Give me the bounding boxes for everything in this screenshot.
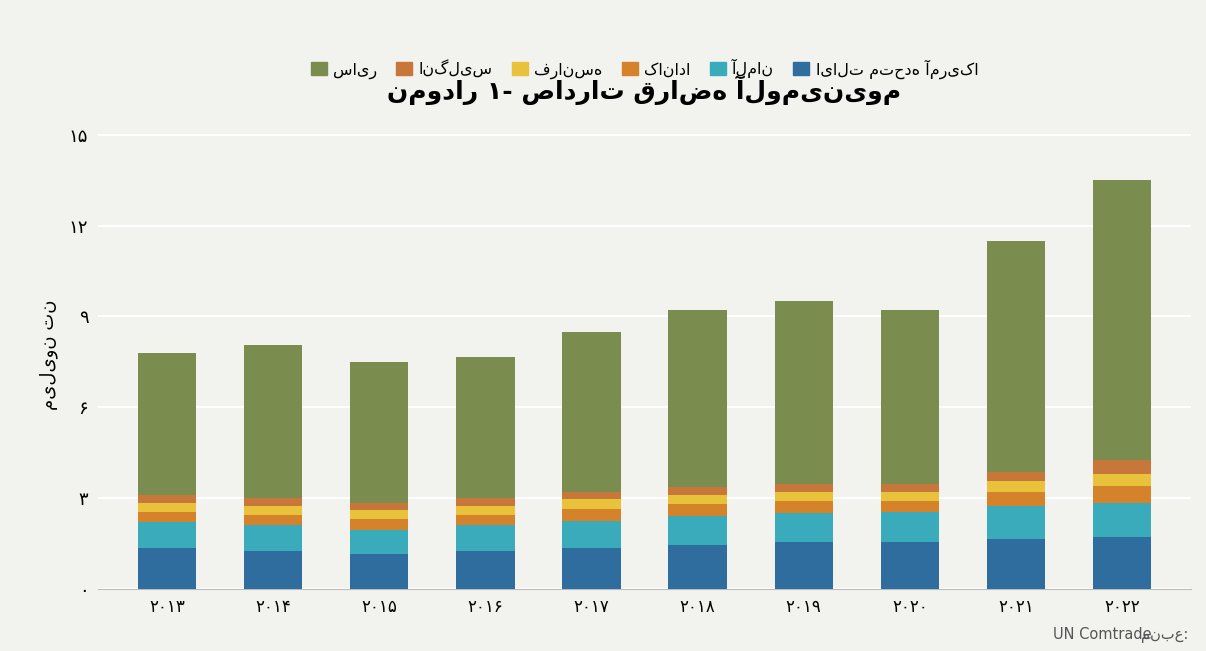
Title: نمودار ۱- صادرات قراضه آلومینیوم: نمودار ۱- صادرات قراضه آلومینیوم [387,76,902,105]
Bar [987,241,1046,472]
Bar [668,311,727,488]
Bar [137,512,197,522]
Bar [244,551,303,589]
Bar [1093,474,1152,486]
Bar [244,515,303,525]
Bar [774,542,833,589]
Bar [880,501,939,512]
Text: منبع:: منبع: [1141,628,1188,643]
Bar [456,551,515,589]
Bar [350,362,409,503]
Bar [668,545,727,589]
Bar [774,513,833,542]
Bar [456,506,515,515]
Bar [350,510,409,519]
Bar [1093,486,1152,503]
Bar [668,495,727,504]
Bar [1093,180,1152,460]
Bar [456,357,515,498]
Bar [880,542,939,589]
Bar [350,554,409,589]
Bar [987,506,1046,539]
Bar [668,516,727,545]
Bar [350,519,409,530]
Text: UN Comtrade: UN Comtrade [1053,628,1152,643]
Bar [244,498,303,506]
Bar [774,492,833,501]
Bar [456,515,515,525]
Bar [244,525,303,551]
Bar [880,512,939,542]
Bar [562,548,621,589]
Bar [987,481,1046,492]
Bar [137,495,197,503]
Bar [456,498,515,506]
Bar [987,539,1046,589]
Bar [987,492,1046,506]
Bar [774,501,833,513]
Bar [1093,537,1152,589]
Bar [350,503,409,510]
Bar [244,345,303,498]
Bar [137,522,197,548]
Bar [1093,460,1152,474]
Bar [880,484,939,492]
Bar [562,331,621,492]
Bar [668,504,727,516]
Bar [137,353,197,495]
Bar [880,311,939,484]
Bar [456,525,515,551]
Bar [137,548,197,589]
Bar [880,492,939,501]
Bar [668,488,727,495]
Bar [350,530,409,554]
Bar [562,521,621,548]
Bar [137,503,197,512]
Y-axis label: میلیون تن: میلیون تن [39,299,58,409]
Bar [987,472,1046,481]
Bar [562,508,621,521]
Bar [562,499,621,508]
Bar [244,506,303,515]
Bar [774,484,833,492]
Legend: سایر, انگلیس, فرانسه, کانادا, آلمان, ایالت متحده آمریکا: سایر, انگلیس, فرانسه, کانادا, آلمان, ایا… [304,53,985,85]
Bar [774,301,833,484]
Bar [1093,503,1152,537]
Bar [562,492,621,499]
